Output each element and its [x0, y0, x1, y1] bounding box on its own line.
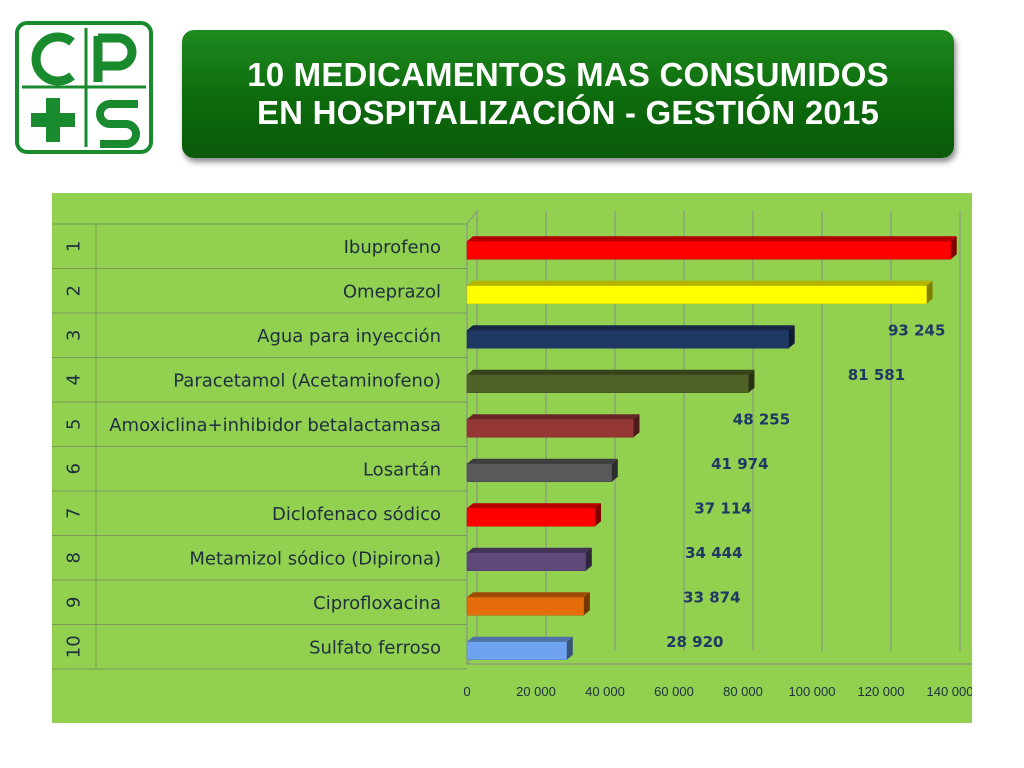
value-label: 41 974: [711, 455, 768, 473]
rank-label: 9: [64, 597, 85, 608]
x-tick-label: 40 000: [585, 684, 625, 699]
rank-label: 1: [64, 241, 85, 252]
rank-label: 10: [64, 635, 85, 658]
rank-label: 6: [64, 463, 85, 474]
value-label: 28 920: [666, 633, 723, 651]
bar-side: [926, 280, 933, 304]
category-label: Losartán: [363, 459, 441, 480]
bar-side: [788, 325, 795, 349]
bar-top: [467, 636, 573, 642]
value-label: 33 874: [683, 588, 740, 606]
category-label: Ciprofloxacina: [313, 593, 441, 614]
x-tick-label: 80 000: [723, 684, 763, 699]
rank-label: 2: [64, 285, 85, 296]
x-tick-label: 0: [463, 684, 470, 699]
category-label: Amoxiclina+inhibidor betalactamasa: [109, 415, 441, 436]
bar-side: [611, 458, 618, 482]
category-label: Omeprazol: [343, 281, 441, 302]
bar-side: [950, 236, 957, 260]
bar-top: [467, 547, 592, 553]
bar: [466, 508, 596, 527]
category-label: Diclofenaco sódico: [272, 504, 441, 525]
bar-top: [467, 503, 602, 509]
bar-top: [467, 280, 933, 286]
bar: [466, 241, 952, 260]
bar: [466, 463, 613, 482]
bar: [466, 597, 585, 616]
x-tick-label: 60 000: [654, 684, 694, 699]
medical-cross-icon: [31, 98, 75, 142]
bar-top: [467, 414, 640, 420]
value-label: 37 114: [694, 499, 751, 517]
rank-label: 8: [64, 552, 85, 563]
bar-side: [583, 592, 590, 616]
bar: [466, 552, 587, 571]
page-title-line-1: 10 MEDICAMENTOS MAS CONSUMIDOS: [247, 56, 889, 93]
value-label: 93 245: [888, 321, 945, 339]
value-label: 81 581: [848, 366, 905, 384]
rank-label: 7: [64, 508, 85, 519]
rank-label: 3: [64, 330, 85, 341]
bar-side: [585, 547, 592, 571]
page-title-line-2: EN HOSPITALIZACIÓN - GESTIÓN 2015: [256, 94, 880, 131]
bar-top: [467, 592, 590, 598]
x-tick-label: 20 000: [516, 684, 556, 699]
category-label: Sulfato ferroso: [309, 637, 441, 658]
cps-logo: [14, 20, 154, 155]
bar: [466, 330, 789, 349]
axis-depth-line: [466, 210, 478, 225]
category-label: Ibuprofeno: [344, 237, 441, 258]
category-label: Paracetamol (Acetaminofeno): [173, 370, 441, 391]
rank-label: 5: [64, 419, 85, 430]
bar-chart: 0 20 000 40 000 60 000 80 000 100 000 120 000 1…: [52, 193, 972, 723]
rank-label: 4: [64, 374, 85, 385]
bar-top: [467, 458, 618, 464]
bar-side: [566, 636, 573, 660]
bar-top: [467, 369, 755, 375]
bar: [466, 285, 927, 304]
bar: [466, 641, 568, 660]
bar-side: [633, 414, 640, 438]
title-banner: 10 MEDICAMENTOS MAS CONSUMIDOS EN HOSPIT…: [182, 30, 954, 158]
category-label: Agua para inyección: [257, 326, 441, 347]
bar-top: [467, 325, 795, 331]
x-tick-label: 140 000: [927, 684, 973, 699]
x-tick-label: 120 000: [858, 684, 905, 699]
bar-top: [467, 236, 957, 242]
value-label: 34 444: [685, 544, 742, 562]
bar-side: [748, 369, 755, 393]
bar: [466, 374, 749, 393]
category-label: Metamizol sódico (Dipirona): [189, 548, 441, 569]
bar: [466, 419, 634, 438]
value-label: 48 255: [733, 410, 790, 428]
bar-side: [595, 503, 602, 527]
x-tick-label: 100 000: [789, 684, 836, 699]
